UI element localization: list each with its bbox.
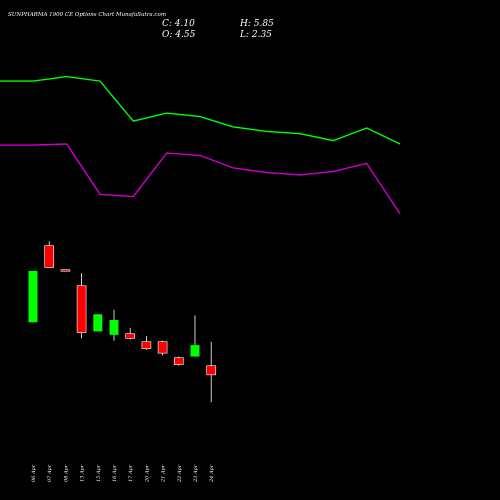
x-tick-label: 20 Apr (144, 464, 150, 483)
candle-body-down (60, 269, 71, 272)
candle-body-up (28, 270, 38, 323)
close-price-label: C: 4.10 (162, 19, 195, 29)
candle-body-down (174, 357, 184, 365)
x-tick-label: 21 Apr (161, 464, 167, 483)
candles-group (28, 241, 216, 403)
candle-body-up (190, 345, 200, 357)
x-tick-label: 22 Apr (177, 464, 183, 483)
x-tick-label: 24 Apr (209, 464, 215, 483)
candle-body-down (76, 285, 87, 333)
candle-body-down (206, 365, 216, 376)
open-price-label: O: 4.55 (162, 30, 196, 40)
high-price-label: H: 5.85 (239, 19, 274, 29)
x-tick-label: 17 Apr (128, 464, 134, 482)
low-price-label: L: 2.35 (239, 30, 272, 40)
x-tick-label: 13 Apr (80, 464, 86, 482)
candle-body-up (93, 314, 103, 332)
lower-band-line (0, 143, 401, 215)
x-axis-labels: 06 Apr 07 Apr 08 Apr 13 Apr 15 Apr 16 Apr 17 A… (31, 464, 215, 483)
candle-body-down (44, 245, 55, 268)
x-tick-label: 06 Apr (31, 464, 37, 482)
candle-body-up (109, 320, 119, 335)
candle-body-down (157, 341, 168, 354)
upper-band-line (0, 75, 401, 145)
chart-title: SUNPHARMA 1900 CE Options Chart MunafaSu… (8, 12, 166, 18)
candle-body-down (125, 333, 135, 339)
x-tick-label: 23 Apr (193, 464, 199, 483)
x-tick-label: 08 Apr (63, 464, 69, 482)
x-tick-label: 16 Apr (112, 464, 118, 482)
x-tick-label: 07 Apr (47, 464, 53, 482)
candle-body-down (141, 341, 152, 349)
x-tick-label: 15 Apr (96, 464, 102, 482)
